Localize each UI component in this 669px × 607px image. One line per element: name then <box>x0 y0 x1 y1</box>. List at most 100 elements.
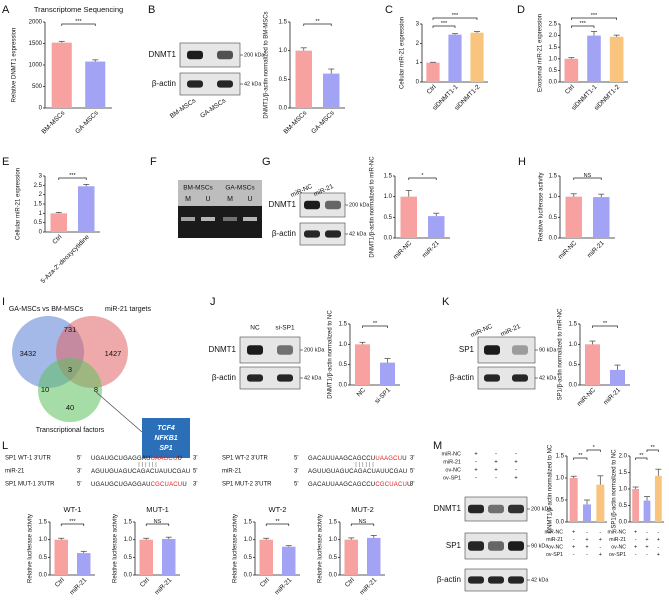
y-tick-label: 1.0 <box>244 537 253 543</box>
y-axis-label: Cellular miR-21 expression <box>400 17 406 89</box>
y-tick-label: 1.5 <box>39 520 48 526</box>
y-tick-label: 1.5 <box>339 322 348 328</box>
gel-lane: M <box>227 196 233 203</box>
blot-band <box>325 230 341 238</box>
gel-group: BM-MSCs <box>183 185 213 192</box>
significance-bracket <box>635 457 648 460</box>
panel-label: J <box>210 296 216 308</box>
band-size: 42 kDa <box>304 375 322 381</box>
y-tick-label: 0 <box>416 80 420 86</box>
significance-label: *** <box>452 13 459 19</box>
condition-sign: - <box>586 529 588 535</box>
bar <box>139 539 153 575</box>
y-tick-label: 1.0 <box>124 537 133 543</box>
y-axis-label: Relative luciferase activity <box>233 514 239 583</box>
bar <box>355 344 370 385</box>
condition-sign: + <box>514 460 518 466</box>
y-axis-label: DNMT1/β-actin normalized to BM-MSCs <box>264 11 270 118</box>
x-tick-label: 5-Aza-2'-deoxycytidine <box>40 233 92 285</box>
bar <box>448 34 462 82</box>
y-axis-label: DNMT1/β-actin normalized to NC <box>328 310 334 399</box>
significance-bracket <box>58 177 87 180</box>
gel-lane: M <box>185 196 191 203</box>
band-name: β-actin <box>437 575 461 584</box>
bar <box>587 35 601 82</box>
y-tick-label: 1.5 <box>279 20 288 26</box>
significance-label: *** <box>441 21 448 27</box>
band-size: 200 kDa <box>304 347 325 353</box>
blot-band <box>484 345 500 355</box>
x-tick-label: miR-NC <box>557 239 579 261</box>
callout-box <box>142 418 190 458</box>
bar <box>367 537 381 575</box>
band-size: 42 kDa <box>244 81 262 87</box>
panel-label: H <box>518 156 526 168</box>
gene: TCF4 <box>157 425 175 432</box>
y-tick-label: 1.5 <box>124 520 133 526</box>
y-tick-label: 1.5 <box>549 174 558 180</box>
bar <box>54 539 68 575</box>
y-tick-label: 0.5 <box>244 555 253 561</box>
condition-sign: + <box>474 468 478 474</box>
significance-label: *** <box>75 19 82 25</box>
blot-band <box>512 345 528 355</box>
condition-name: ov-SP1 <box>443 475 461 481</box>
bar <box>323 73 340 108</box>
bar <box>380 362 395 385</box>
y-tick-label: 1.0 <box>279 48 288 54</box>
y-tick-label: 0 <box>39 230 43 236</box>
y-tick-label: 0.5 <box>549 215 558 221</box>
y-tick-label: 0.0 <box>279 106 288 112</box>
blot-band <box>512 374 528 382</box>
panel-label: I <box>2 296 5 308</box>
significance-label: NS <box>154 519 162 525</box>
significance-label: NS <box>584 173 592 179</box>
blot-band <box>468 541 484 551</box>
significance-label: *** <box>69 519 76 525</box>
significance-label: ** <box>639 453 644 459</box>
seq-end: 3' <box>294 469 298 475</box>
blot-band <box>508 504 524 514</box>
y-tick-label: 2000 <box>29 20 43 26</box>
y-tick-label: 500 <box>32 84 43 90</box>
panel-label: M <box>433 440 442 452</box>
significance-bracket <box>145 523 170 526</box>
blot-band <box>508 576 524 584</box>
blot-band <box>325 200 341 210</box>
significance-bracket <box>303 23 332 26</box>
significance-bracket <box>570 17 618 20</box>
x-tick-label: BM-MSCs <box>40 109 66 135</box>
gel-lane: U <box>247 196 252 203</box>
venn-count: 731 <box>64 325 77 334</box>
y-tick-label: 1.0 <box>569 342 578 348</box>
panel-label: D <box>517 4 525 16</box>
y-tick-label: 0.5 <box>384 215 393 221</box>
condition-sign: + <box>572 529 575 535</box>
gel <box>178 206 262 238</box>
x-tick-label: Ctrl <box>51 233 63 245</box>
x-tick-label: miR-21 <box>154 576 174 596</box>
callout-line <box>95 391 143 433</box>
band-size: 90 kDa <box>531 543 549 549</box>
y-tick-label: 1.0 <box>384 194 393 200</box>
seq-label: SP1 WT-1 3'UTR <box>5 456 51 462</box>
band-name: DNMT1 <box>433 504 461 513</box>
significance-bracket <box>592 325 618 328</box>
blot-band <box>488 576 504 584</box>
y-tick-label: 0.0 <box>619 520 628 526</box>
x-tick-label: Ctrl <box>344 576 356 588</box>
seq-part: U <box>407 482 412 488</box>
condition-sign: + <box>514 476 518 482</box>
blot-band <box>277 374 293 382</box>
y-axis-label: SP1/β-actin normalized to miR-NC <box>558 308 564 400</box>
gel-band <box>243 217 257 221</box>
y-tick-label: 1.0 <box>556 476 565 482</box>
y-tick-label: 1.5 <box>619 470 628 476</box>
band-size: 42 kDa <box>531 577 549 583</box>
band-name: β-actin <box>212 373 236 382</box>
band-size: 42 kDa <box>539 375 557 381</box>
seq-end: 5' <box>294 456 298 462</box>
seq-part: AGUUGUAGUCAGACUAUUCGAU <box>308 469 407 475</box>
y-tick-label: 2.0 <box>549 33 558 39</box>
